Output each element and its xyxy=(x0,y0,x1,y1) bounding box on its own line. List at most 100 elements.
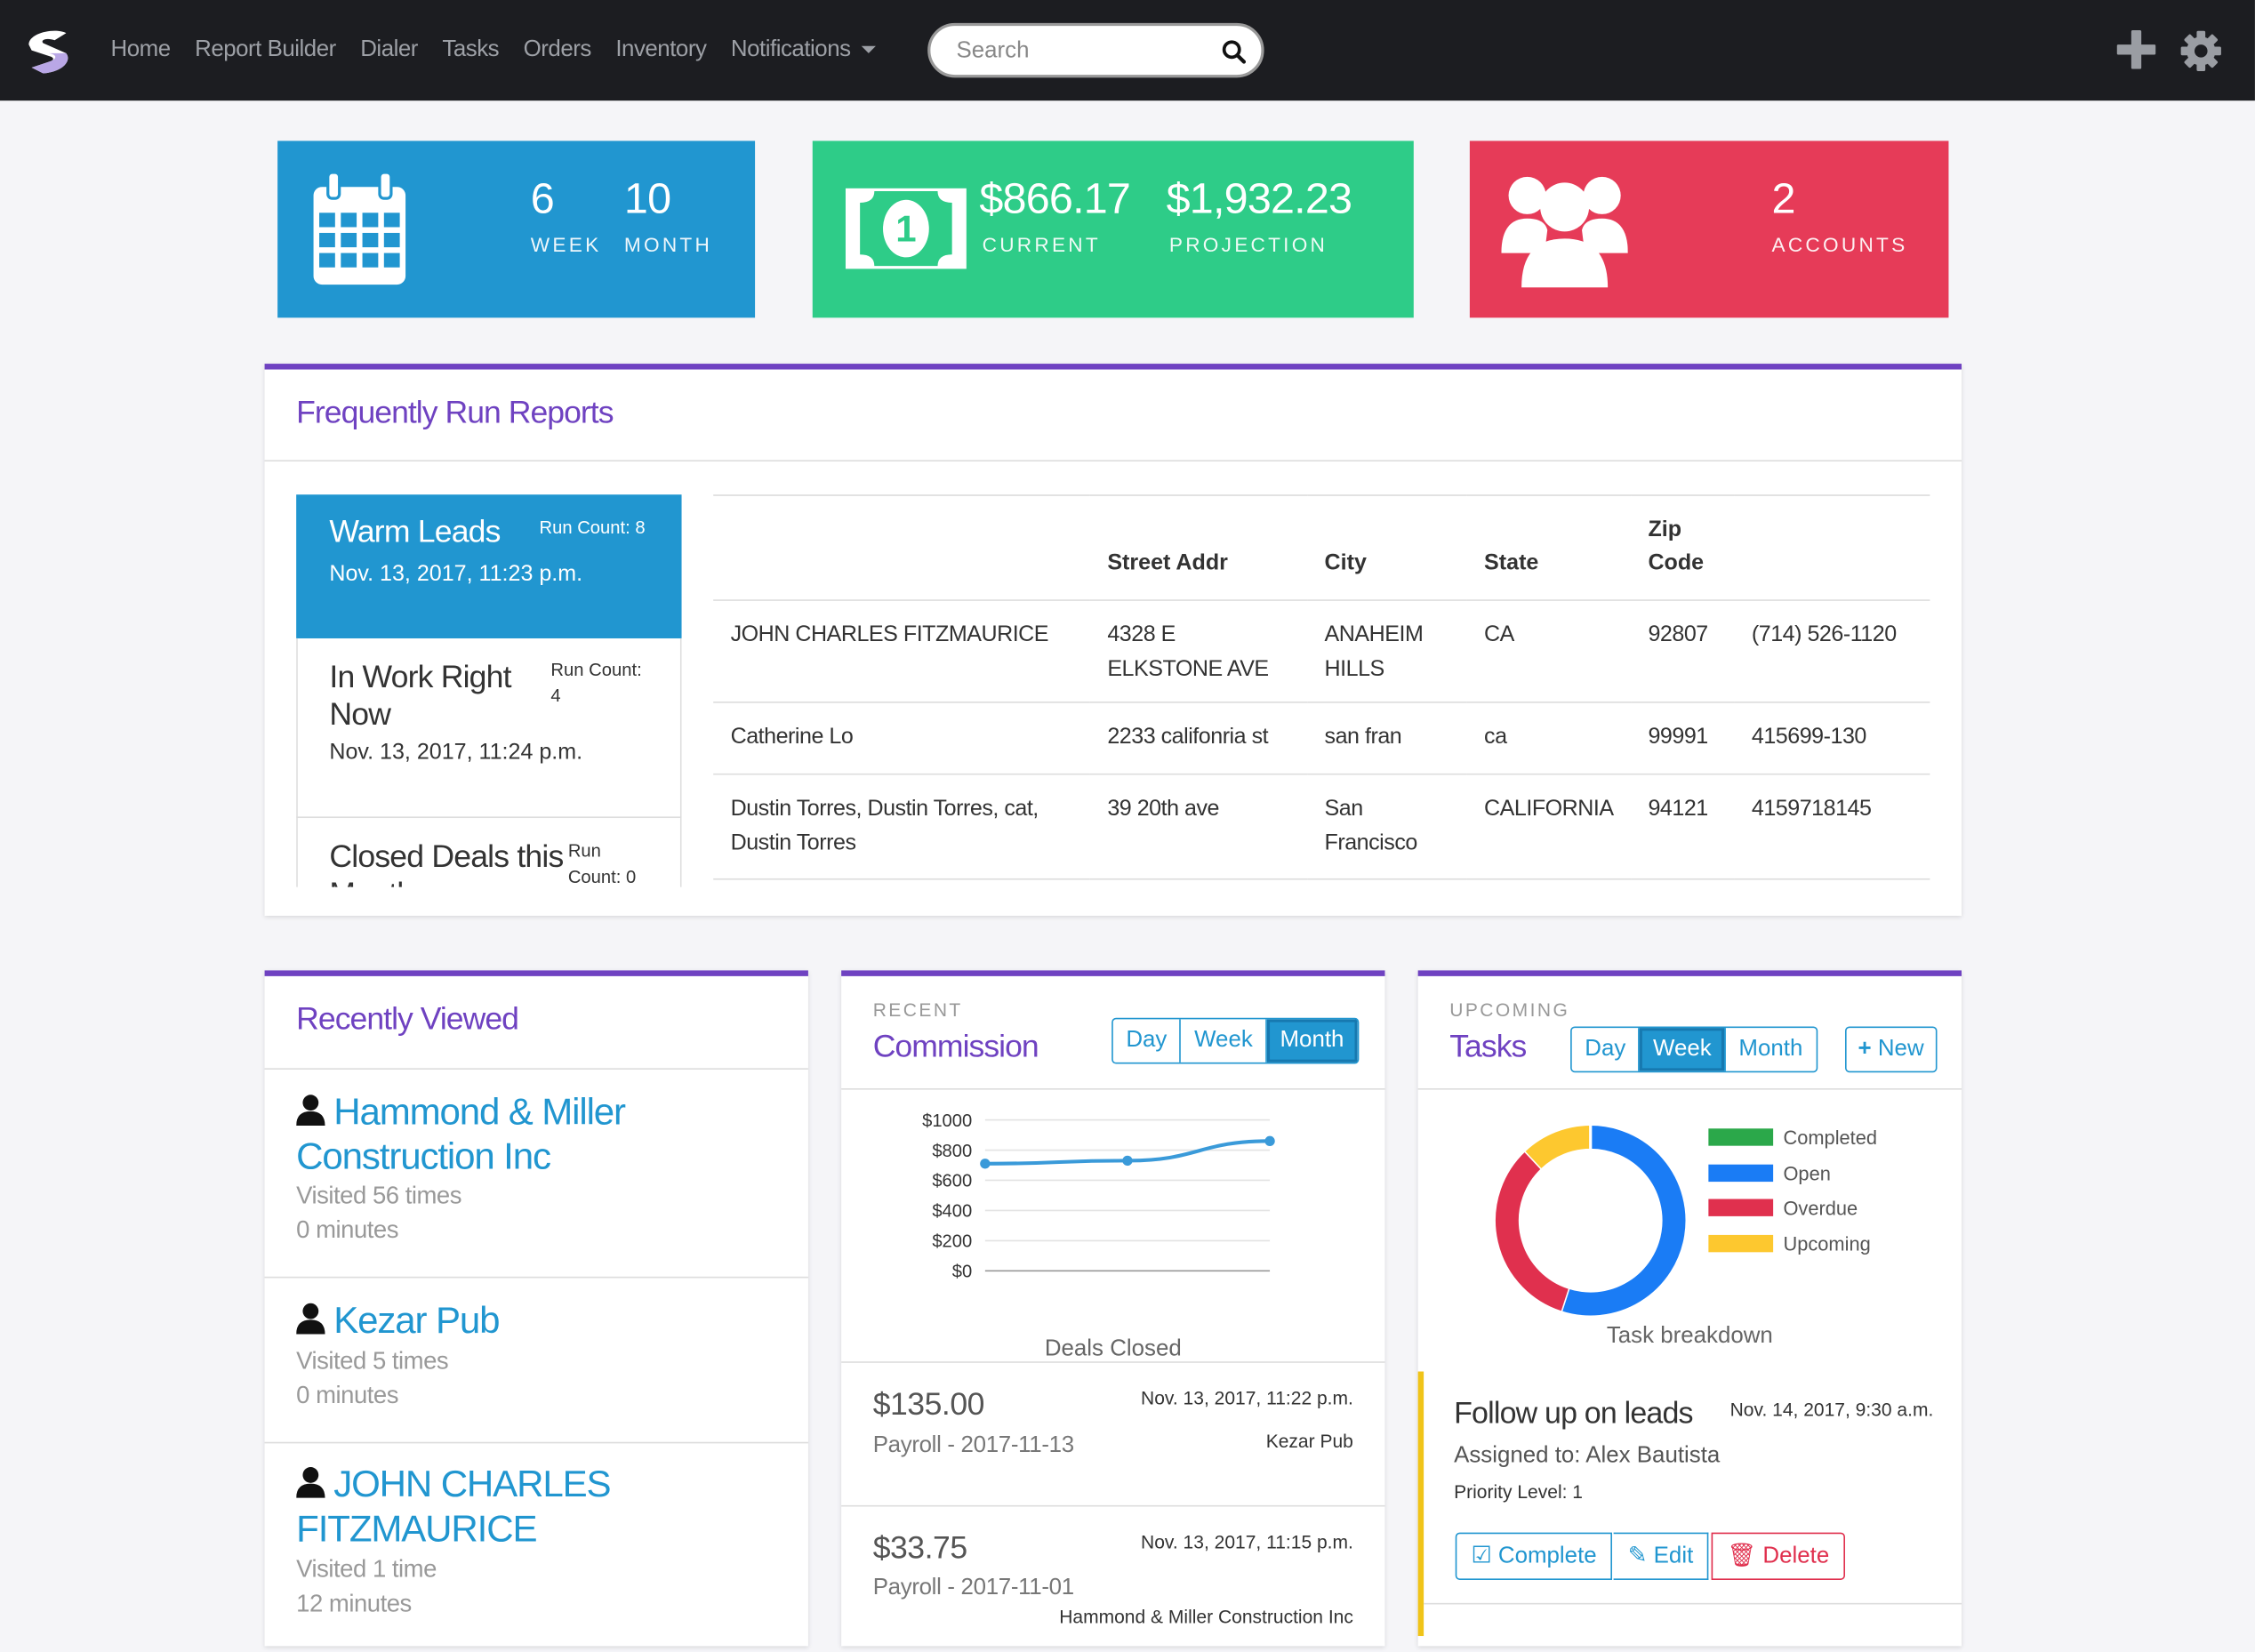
recently-viewed-title: Recently Viewed xyxy=(296,1000,519,1037)
col-header-city[interactable]: City xyxy=(1307,494,1467,601)
projection-label: PROJECTION xyxy=(1168,232,1328,256)
reports-title: Frequently Run Reports xyxy=(296,394,614,430)
commission-item[interactable]: $135.00 Payroll - 2017-11-13 Nov. 13, 20… xyxy=(841,1361,1385,1505)
plus-icon[interactable] xyxy=(2116,29,2156,69)
cell-city: San Francisco xyxy=(1307,774,1467,880)
report-name: Warm Leads xyxy=(329,513,501,549)
cell-city: ANAHEIM HILLS xyxy=(1307,600,1467,703)
nav-home[interactable]: Home xyxy=(110,37,172,62)
recent-item-link[interactable]: JOHN CHARLES FITZMAURICE xyxy=(296,1462,699,1551)
delete-label: Delete xyxy=(1762,1544,1830,1569)
legend-label: Upcoming xyxy=(1783,1232,1871,1255)
user-icon xyxy=(296,1303,325,1335)
nav-report-builder[interactable]: Report Builder xyxy=(195,37,336,62)
table-row[interactable]: JOHN CHARLES FITZMAURICE 4328 E ELKSTONE… xyxy=(713,600,1930,703)
tab-month[interactable]: Month xyxy=(1266,1019,1357,1063)
recent-item[interactable]: Kezar Pub Visited 5 times 0 minutes xyxy=(264,1276,808,1442)
nav-notifications-dropdown[interactable]: Notifications xyxy=(731,37,877,63)
nav-notifications-label: Notifications xyxy=(730,37,851,62)
cell-street: 4328 E ELKSTONE AVE xyxy=(1089,600,1308,703)
task-assigned: Assigned to: Alex Bautista xyxy=(1454,1443,1721,1468)
user-icon xyxy=(296,1095,325,1127)
money-bill-icon: 1 xyxy=(845,188,967,269)
commission-range-toggle: Day Week Month xyxy=(1111,1017,1359,1064)
report-item-in-work[interactable]: In Work Right Now Run Count: 4 Nov. 13, … xyxy=(296,638,682,819)
data-point[interactable] xyxy=(1264,1135,1275,1146)
recent-item-name: Hammond & Miller Construction Inc xyxy=(296,1089,626,1178)
search-box xyxy=(927,22,1264,78)
recent-item[interactable]: Hammond & Miller Construction Inc Visite… xyxy=(264,1068,808,1276)
col-header-street[interactable]: Street Addr xyxy=(1089,494,1308,601)
report-item-closed-deals[interactable]: Closed Deals this Month Run Count: 0 xyxy=(296,818,682,887)
commission-line-chart: $1000 $800 $600 $400 $200 $0 xyxy=(922,1111,1275,1282)
y-tick-label: $200 xyxy=(932,1232,972,1252)
nav-orders[interactable]: Orders xyxy=(523,37,592,62)
recent-item[interactable]: JOHN CHARLES FITZMAURICE Visited 1 time … xyxy=(264,1441,808,1652)
stat-card-deals[interactable]: 6 WEEK 10 MONTH xyxy=(277,140,756,318)
stat-card-accounts[interactable]: 2 ACCOUNTS xyxy=(1469,140,1949,318)
task-breakdown-donut xyxy=(1496,1124,1686,1316)
donut-slice-upcoming[interactable] xyxy=(1525,1126,1592,1169)
cell-state: CALIFORNIA xyxy=(1466,774,1632,880)
task-chart-xlabel: Task breakdown xyxy=(1418,1324,1962,1350)
task-card[interactable]: Follow up on leads Nov. 14, 2017, 9:30 a… xyxy=(1417,1371,1962,1637)
tab-month[interactable]: Month xyxy=(1738,1036,1803,1062)
divider xyxy=(841,1087,1385,1090)
tab-day[interactable]: Day xyxy=(1113,1019,1182,1063)
report-run-count: Run Count: 4 xyxy=(550,660,642,706)
month-label: MONTH xyxy=(623,232,713,256)
tab-day[interactable]: Day xyxy=(1572,1028,1641,1071)
col-header-state[interactable]: State xyxy=(1466,494,1632,601)
nav-tasks[interactable]: Tasks xyxy=(442,37,500,62)
tab-week[interactable]: Week xyxy=(1640,1028,1726,1071)
task-chart-xlabel-text: Task breakdown xyxy=(1606,1324,1773,1349)
legend-label: Overdue xyxy=(1783,1197,1858,1219)
week-value: 6 xyxy=(530,175,555,223)
nav-dialer[interactable]: Dialer xyxy=(360,37,418,62)
current-label: CURRENT xyxy=(982,232,1101,256)
data-point[interactable] xyxy=(980,1159,991,1169)
table-row[interactable]: Dustin Torres, Dustin Torres, cat, Dusti… xyxy=(713,774,1930,880)
recent-item-name: Kezar Pub xyxy=(333,1298,500,1342)
users-icon xyxy=(1501,176,1628,288)
commission-account: Kezar Pub xyxy=(1265,1430,1353,1453)
recent-item-visits: Visited 5 times xyxy=(296,1347,449,1375)
legend-label: Open xyxy=(1783,1162,1831,1184)
col-header-zip[interactable]: Zip Code xyxy=(1631,494,1735,601)
donut-slice-overdue[interactable] xyxy=(1496,1151,1569,1311)
y-tick-label: $0 xyxy=(952,1263,972,1282)
cell-phone: 415699-130 xyxy=(1734,702,1930,775)
legend-completed: Completed xyxy=(1708,1126,1877,1149)
legend-swatch xyxy=(1708,1128,1774,1146)
commission-section-label: RECENT xyxy=(872,998,963,1021)
table-row[interactable]: Catherine Lo 2233 califonria st san fran… xyxy=(713,702,1930,775)
stat-card-commission[interactable]: 1 $866.17 CURRENT $1,932.23 PROJECTION xyxy=(812,140,1414,318)
cell-street: 2233 califonria st xyxy=(1089,702,1308,775)
nav-inventory[interactable]: Inventory xyxy=(615,37,707,62)
col-header xyxy=(1734,494,1930,601)
report-item-warm-leads[interactable]: Warm Leads Run Count: 8 Nov. 13, 2017, 1… xyxy=(296,494,682,638)
commission-item[interactable]: $33.75 Payroll - 2017-11-01 Nov. 13, 201… xyxy=(841,1504,1385,1652)
app-logo-icon[interactable] xyxy=(23,24,75,76)
cell-state: ca xyxy=(1466,702,1632,775)
pencil-icon: ✎ xyxy=(1627,1544,1648,1569)
gear-icon[interactable] xyxy=(2180,30,2222,72)
task-priority: Priority Level: 1 xyxy=(1454,1480,1583,1503)
report-results-table: Street Addr City State Zip Code JOHN CHA… xyxy=(713,494,1930,880)
recent-item-duration: 0 minutes xyxy=(296,1215,399,1244)
data-point[interactable] xyxy=(1122,1155,1133,1167)
edit-task-button[interactable]: ✎ Edit xyxy=(1613,1532,1710,1580)
month-value: 10 xyxy=(623,175,671,223)
search-input[interactable] xyxy=(956,36,1201,68)
recent-item-link[interactable]: Kezar Pub xyxy=(296,1298,501,1343)
cell-zip: 99991 xyxy=(1631,702,1735,775)
complete-task-button[interactable]: ☑ Complete xyxy=(1455,1532,1613,1580)
delete-task-button[interactable]: 🗑 Delete xyxy=(1711,1532,1846,1580)
donut-slice-open[interactable] xyxy=(1561,1126,1686,1316)
search-icon[interactable] xyxy=(1221,39,1247,65)
accounts-value: 2 xyxy=(1771,175,1796,223)
new-task-button[interactable]: + New xyxy=(1844,1026,1938,1073)
recent-item-duration: 12 minutes xyxy=(296,1590,412,1618)
recent-item-link[interactable]: Hammond & Miller Construction Inc xyxy=(296,1090,757,1179)
tab-week[interactable]: Week xyxy=(1182,1019,1267,1063)
